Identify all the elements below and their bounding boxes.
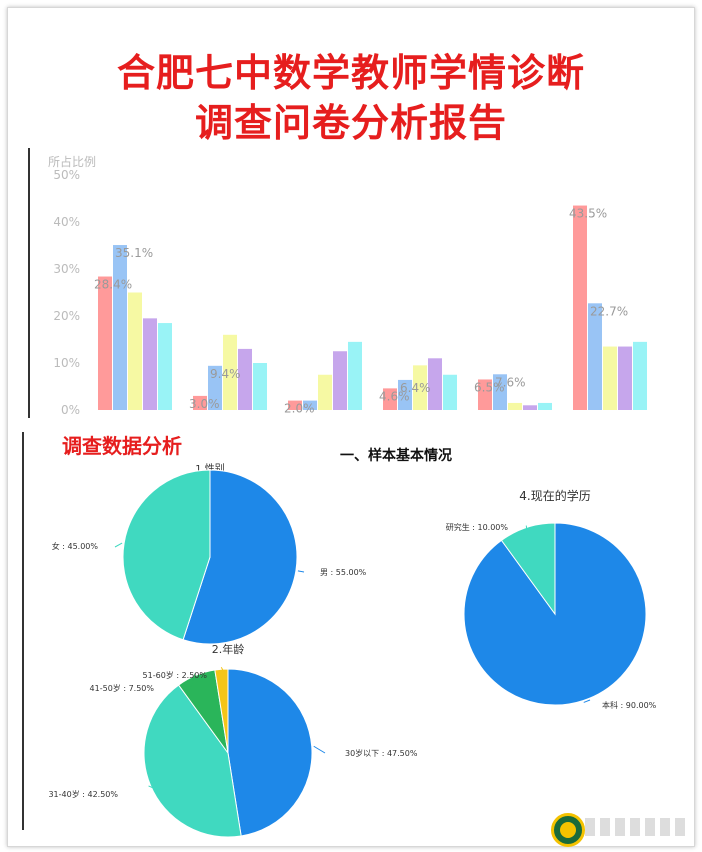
pie-slice — [122, 469, 211, 641]
pie-title: 2.年龄 — [212, 642, 245, 656]
bar-ylabel: 所占比例 — [48, 154, 96, 169]
pie-leader-line — [114, 542, 123, 548]
bar — [348, 341, 362, 410]
pie-slice — [182, 469, 298, 645]
bar — [478, 379, 492, 410]
pie-slice — [214, 668, 229, 754]
pie-slice-label: 男 : 55.00% — [320, 568, 367, 577]
pie-slice-label: 30岁以下 : 47.50% — [345, 748, 418, 758]
pie-slice-label: 女 : 45.00% — [52, 541, 99, 551]
section-analysis-title: 调查数据分析 — [62, 434, 182, 458]
bar — [238, 348, 252, 410]
pie-leader-line — [189, 673, 196, 691]
pie-section-left-edge — [22, 432, 24, 830]
bar — [413, 365, 427, 410]
pie-leader-line — [148, 785, 159, 791]
bar — [428, 358, 442, 410]
pie-title: 4.现在的学历 — [519, 488, 590, 503]
bar — [223, 334, 237, 410]
bar-data-label: 7.6% — [495, 375, 526, 389]
bar — [493, 374, 507, 410]
bar — [588, 303, 602, 410]
bar-data-label: 6.5% — [474, 380, 505, 394]
bar — [398, 379, 412, 410]
bar-data-label: 6.4% — [400, 381, 431, 395]
bar — [288, 400, 302, 410]
bar-data-label: 4.6% — [379, 389, 410, 403]
bar — [208, 365, 222, 410]
pie-slice-label: 31-40岁 : 42.50% — [48, 789, 118, 799]
bar — [303, 400, 317, 410]
bar — [508, 402, 522, 410]
pie-slice — [143, 684, 242, 838]
pie-slice-label: 本科 : 90.00% — [602, 700, 657, 710]
bar — [318, 374, 332, 410]
bar — [193, 395, 207, 410]
bar-ytick-label: 40% — [53, 215, 80, 229]
bar — [383, 388, 397, 410]
section-sample-title: 一、样本基本情况 — [340, 448, 452, 464]
pie-leader-line — [297, 570, 305, 573]
bar — [253, 363, 267, 410]
bar-data-label: 22.7% — [590, 304, 628, 318]
bar — [573, 205, 587, 410]
bar — [143, 318, 157, 410]
report-title-line2: 调查问卷分析报告 — [194, 101, 507, 145]
bar — [633, 341, 647, 410]
bar-data-label: 3.0% — [189, 397, 220, 411]
bar — [113, 245, 127, 410]
bar — [128, 292, 142, 410]
bar-chart-left-edge — [28, 148, 30, 418]
pie-slice-label: 41-50岁 : 7.50% — [90, 683, 155, 693]
bar-ytick-label: 30% — [53, 262, 80, 276]
bar — [333, 351, 347, 410]
bar — [603, 346, 617, 410]
pie-leader-line — [525, 525, 529, 541]
bar — [158, 323, 172, 410]
bar-data-label: 9.4% — [210, 367, 241, 381]
bar-data-label: 35.1% — [115, 246, 153, 260]
pie-slice-label: 研究生 : 10.00% — [446, 522, 509, 532]
bar — [98, 276, 112, 410]
report-title-line1: 合肥七中数学教师学情诊断 — [116, 51, 585, 95]
bar — [538, 402, 552, 410]
pie-leader-line — [583, 699, 591, 703]
logo-inner-mark — [560, 822, 576, 838]
bar-ytick-label: 20% — [53, 309, 80, 323]
pie-slice — [227, 668, 313, 837]
bar — [443, 374, 457, 410]
bar-ytick-label: 10% — [53, 356, 80, 370]
pie-slice-label: 51-60岁 : 2.50% — [143, 670, 208, 680]
bar-data-label: 28.4% — [94, 278, 132, 292]
bar-chart: 所占比例 0% 10% 20% 30% 40% 50% 28.4% 35.1% 3.0% 9.4%… — [48, 154, 647, 417]
bar-data-label: 43.5% — [569, 207, 607, 221]
school-logo — [551, 813, 585, 847]
bar — [523, 405, 537, 410]
report-frame — [7, 7, 695, 847]
school-name-stamp — [585, 818, 690, 836]
bar-ytick-label: 0% — [61, 403, 80, 417]
pie-leader-line — [313, 745, 326, 754]
bar-data-label: 2.0% — [284, 402, 315, 416]
pie-leader-line — [220, 667, 225, 673]
bar-ytick-label: 50% — [53, 168, 80, 182]
bar — [618, 346, 632, 410]
